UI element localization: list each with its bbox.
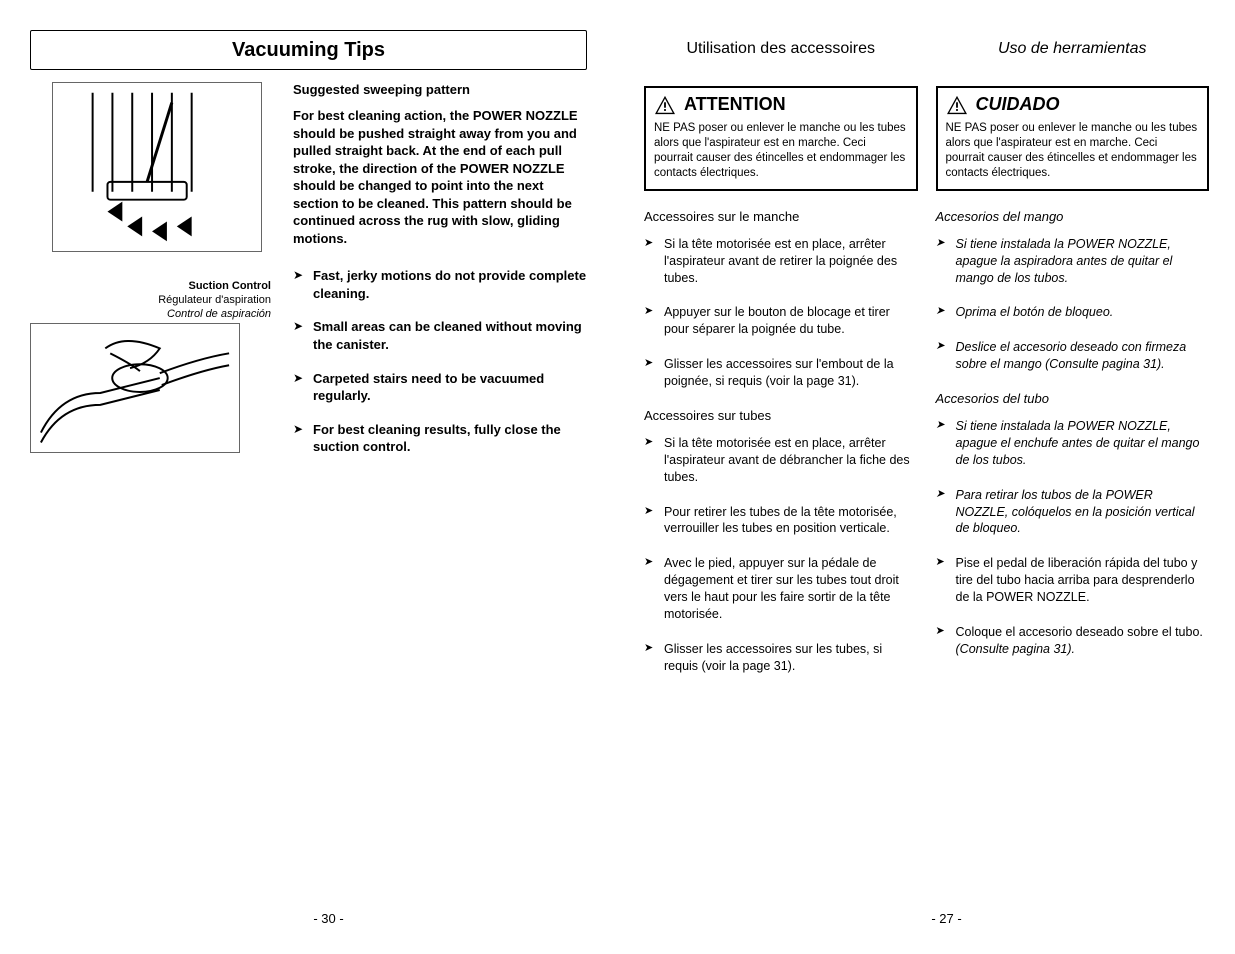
- tips-item: Carpeted stairs need to be vacuumed regu…: [293, 370, 587, 405]
- list-item: Si tiene instalada la POWER NOZZLE, apag…: [936, 236, 1210, 287]
- suction-illustration-icon: [31, 323, 239, 453]
- list-item: Para retirar los tubos de la POWER NOZZL…: [936, 487, 1210, 538]
- es-section1-head: Accesorios del mango: [936, 209, 1210, 224]
- spanish-column: Uso de herramientas CUIDADO NE PAS poser…: [936, 30, 1210, 693]
- list-item: Si la tête motorisée est en place, arrêt…: [644, 435, 918, 486]
- french-column: Utilisation des accessoires ATTENTION NE…: [644, 30, 918, 693]
- es-list2: Si tiene instalada la POWER NOZZLE, apag…: [936, 418, 1210, 658]
- es-title: Uso de herramientas: [936, 30, 1210, 68]
- fr-section2-head: Accessoires sur tubes: [644, 408, 918, 423]
- tips-item: Small areas can be cleaned without movin…: [293, 318, 587, 353]
- page-number-right: - 27 -: [638, 911, 1235, 926]
- list-item: Deslice el accesorio deseado con firmeza…: [936, 339, 1210, 373]
- tips-subhead: Suggested sweeping pattern: [293, 82, 587, 97]
- suction-label-fr: Régulateur d'aspiration: [30, 294, 271, 308]
- fr-warning-title: ATTENTION: [684, 94, 786, 115]
- tips-title-box: Vacuuming Tips: [30, 30, 587, 70]
- fr-warning-text: NE PAS poser ou enlever le manche ou les…: [654, 121, 908, 181]
- list-item: Pour retirer les tubes de la tête motori…: [644, 504, 918, 538]
- page-27: Utilisation des accessoires ATTENTION NE…: [618, 0, 1235, 954]
- list-item: Appuyer sur le bouton de blocage et tire…: [644, 304, 918, 338]
- suction-control-labels: Suction Control Régulateur d'aspiration …: [30, 280, 275, 321]
- list-item: Pise el pedal de liberación rápida del t…: [936, 555, 1210, 606]
- figure-column: Suction Control Régulateur d'aspiration …: [30, 82, 275, 472]
- list-item: Si tiene instalada la POWER NOZZLE, apag…: [936, 418, 1210, 469]
- es-section2-head: Accesorios del tubo: [936, 391, 1210, 406]
- fr-list1: Si la tête motorisée est en place, arrêt…: [644, 236, 918, 390]
- list-item: Avec le pied, appuyer sur la pédale de d…: [644, 555, 918, 623]
- tips-item: Fast, jerky motions do not provide compl…: [293, 267, 587, 302]
- fr-list2: Si la tête motorisée est en place, arrêt…: [644, 435, 918, 675]
- suction-label-en: Suction Control: [30, 280, 271, 294]
- es-warning-box: CUIDADO NE PAS poser ou enlever le manch…: [936, 86, 1210, 191]
- tips-list: Fast, jerky motions do not provide compl…: [293, 267, 587, 455]
- es-list1: Si tiene instalada la POWER NOZZLE, apag…: [936, 236, 1210, 373]
- fr-warning-head: ATTENTION: [654, 94, 908, 115]
- list-item: Oprima el botón de bloqueo.: [936, 304, 1210, 321]
- list-item: Glisser les accessoires sur les tubes, s…: [644, 641, 918, 675]
- tips-item: For best cleaning results, fully close t…: [293, 421, 587, 456]
- page-30: Vacuuming Tips: [0, 0, 617, 954]
- suction-label-es: Control de aspiración: [30, 308, 271, 322]
- tips-title: Vacuuming Tips: [232, 39, 385, 62]
- fr-section1-head: Accessoires sur le manche: [644, 209, 918, 224]
- fr-warning-box: ATTENTION NE PAS poser ou enlever le man…: [644, 86, 918, 191]
- right-columns: Utilisation des accessoires ATTENTION NE…: [638, 30, 1215, 693]
- list-item: Glisser les accessoires sur l'embout de …: [644, 356, 918, 390]
- warning-triangle-icon: [654, 95, 676, 115]
- es-warning-title: CUIDADO: [976, 94, 1060, 115]
- left-columns: Suction Control Régulateur d'aspiration …: [20, 82, 597, 472]
- sweep-illustration-icon: [53, 82, 261, 252]
- es-warning-text: NE PAS poser ou enlever le manche ou les…: [946, 121, 1200, 181]
- figure-sweep-pattern: [52, 82, 262, 252]
- warning-triangle-icon: [946, 95, 968, 115]
- es-warning-head: CUIDADO: [946, 94, 1200, 115]
- tips-paragraph: For best cleaning action, the POWER NOZZ…: [293, 107, 587, 247]
- list-item: Coloque el accesorio deseado sobre el tu…: [936, 624, 1210, 658]
- page-number-left: - 30 -: [20, 911, 637, 926]
- fr-title: Utilisation des accessoires: [644, 30, 918, 68]
- list-item: Si la tête motorisée est en place, arrêt…: [644, 236, 918, 287]
- figure-suction-control: [30, 323, 240, 453]
- tips-text-column: Suggested sweeping pattern For best clea…: [293, 82, 587, 472]
